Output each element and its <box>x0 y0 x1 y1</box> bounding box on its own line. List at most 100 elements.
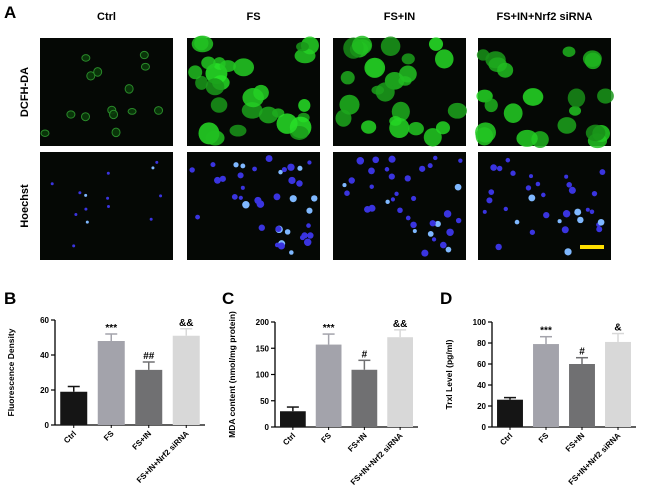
cell <box>585 124 606 142</box>
cell <box>191 35 214 53</box>
cell <box>557 117 577 134</box>
micrograph <box>40 152 173 260</box>
row-label: Hoechst <box>19 184 31 228</box>
nucleus <box>446 228 454 237</box>
y-tick-label: 60 <box>40 316 49 325</box>
nucleus <box>543 211 550 219</box>
nucleus <box>585 207 590 212</box>
nucleus <box>233 162 239 168</box>
nucleus <box>505 157 511 163</box>
nucleus <box>405 215 411 221</box>
y-tick-label: 80 <box>477 339 486 348</box>
nucleus <box>411 195 417 201</box>
nucleus <box>368 204 376 212</box>
nucleus <box>525 185 532 191</box>
micrograph <box>475 38 614 149</box>
cell <box>584 52 602 70</box>
nucleus <box>445 246 452 253</box>
cell <box>375 82 395 102</box>
y-tick-label: 20 <box>477 402 486 411</box>
cell <box>335 109 352 127</box>
cell <box>516 129 538 147</box>
x-tick-label: Ctrl <box>62 429 78 445</box>
cell <box>365 58 384 78</box>
nucleus <box>388 173 395 180</box>
nucleus <box>74 213 78 217</box>
nucleus <box>454 183 462 191</box>
nucleus <box>557 219 562 224</box>
nucleus <box>562 210 571 218</box>
nucleus <box>265 155 273 163</box>
nucleus <box>491 164 496 169</box>
nucleus <box>434 220 441 227</box>
nucleus <box>566 182 572 188</box>
nucleus <box>240 163 246 169</box>
nucleus <box>599 169 606 175</box>
x-tick-label: FS <box>319 431 333 445</box>
nucleus <box>149 217 153 221</box>
nucleus <box>390 197 396 202</box>
cell <box>298 98 311 112</box>
panel-letter: C <box>222 289 234 308</box>
nucleus <box>252 166 257 172</box>
nucleus <box>72 244 76 248</box>
nucleus <box>419 165 426 172</box>
nucleus <box>306 207 313 214</box>
cell <box>205 130 225 146</box>
nucleus <box>195 214 200 220</box>
cell <box>139 50 149 60</box>
nucleus <box>495 243 502 251</box>
micrograph-bg <box>40 38 173 146</box>
cell <box>81 112 91 122</box>
nucleus <box>210 162 216 168</box>
nucleus <box>535 181 541 187</box>
nucleus <box>421 249 429 257</box>
significance: *** <box>105 323 117 334</box>
nucleus <box>237 172 244 179</box>
cell <box>562 46 576 57</box>
nucleus <box>306 223 311 228</box>
nucleus <box>528 194 536 202</box>
nucleus <box>189 167 195 173</box>
nucleus <box>258 224 265 231</box>
nucleus <box>528 174 534 179</box>
micrograph <box>187 35 320 146</box>
nucleus <box>278 169 283 175</box>
y-tick-label: 200 <box>256 318 270 327</box>
nucleus <box>307 160 312 165</box>
y-tick-label: 100 <box>473 318 487 327</box>
cell <box>201 56 216 70</box>
cell <box>503 103 523 123</box>
nucleus <box>288 176 296 185</box>
cell <box>93 67 103 77</box>
nucleus <box>596 226 603 233</box>
nucleus <box>342 183 347 188</box>
bar <box>135 369 163 425</box>
micrograph <box>333 152 466 260</box>
nucleus <box>486 197 493 204</box>
column-label: FS <box>246 11 260 23</box>
significance: # <box>579 347 585 358</box>
bar <box>605 341 631 427</box>
nucleus <box>155 160 159 164</box>
nucleus <box>84 193 88 197</box>
y-tick-label: 150 <box>256 344 270 353</box>
significance: ## <box>143 351 155 362</box>
cell <box>401 53 415 65</box>
cell <box>219 60 236 73</box>
cell <box>475 127 494 146</box>
nucleus <box>574 208 582 216</box>
nucleus <box>344 190 350 196</box>
x-tick-label: FS <box>537 431 551 445</box>
nucleus <box>443 210 452 218</box>
panel-letter: D <box>440 289 452 308</box>
bar <box>351 369 378 427</box>
nucleus <box>412 229 417 234</box>
cell <box>361 120 377 134</box>
cell <box>497 62 514 78</box>
nucleus <box>427 231 434 237</box>
panel-letter: B <box>4 289 16 308</box>
nucleus <box>397 207 403 214</box>
cell <box>111 127 121 138</box>
cell <box>253 84 269 101</box>
